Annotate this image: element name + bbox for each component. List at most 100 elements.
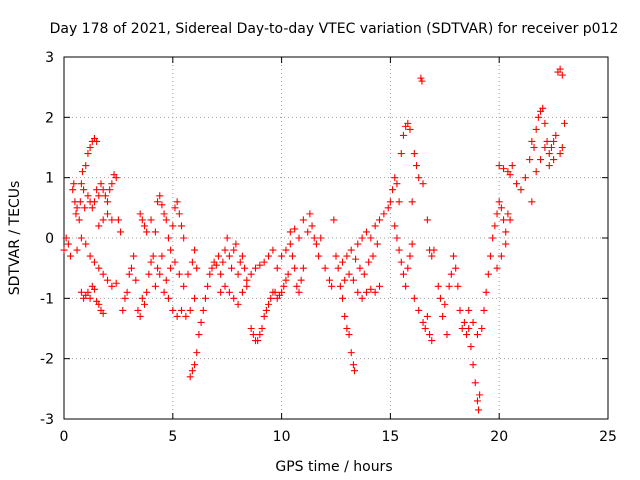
data-point xyxy=(528,137,536,145)
axis-ticks: 0 5 10 15 20 25 -3 -2 -1 0 1 2 3 xyxy=(40,50,617,445)
data-point xyxy=(397,150,405,158)
data-point xyxy=(480,306,488,314)
data-point xyxy=(158,201,166,209)
data-point xyxy=(99,270,107,278)
data-point xyxy=(188,367,196,375)
data-point xyxy=(371,222,379,230)
data-point xyxy=(497,252,505,260)
data-point xyxy=(86,144,94,151)
data-point xyxy=(419,180,427,188)
data-point xyxy=(384,204,392,212)
data-point xyxy=(367,285,375,293)
data-point xyxy=(482,288,490,296)
data-point xyxy=(365,258,373,266)
data-point xyxy=(439,312,447,320)
data-point xyxy=(282,276,290,284)
data-point xyxy=(175,210,183,218)
data-point xyxy=(373,240,381,248)
data-point xyxy=(158,252,166,260)
data-point xyxy=(132,276,140,284)
data-point xyxy=(334,264,342,272)
data-point xyxy=(456,306,464,314)
data-point xyxy=(108,180,116,188)
data-point xyxy=(84,150,92,158)
data-point xyxy=(141,300,149,308)
data-point xyxy=(339,294,347,302)
data-point xyxy=(460,318,468,326)
data-point xyxy=(101,192,109,200)
data-point xyxy=(243,276,251,284)
data-point xyxy=(343,252,351,260)
data-point xyxy=(223,234,231,242)
data-point xyxy=(358,294,366,302)
data-point xyxy=(84,288,92,296)
data-point xyxy=(339,258,347,266)
data-point xyxy=(178,222,186,230)
data-point xyxy=(354,288,362,296)
data-point xyxy=(506,216,514,224)
data-point xyxy=(197,318,205,326)
data-point xyxy=(186,306,194,314)
data-point xyxy=(249,331,257,339)
data-point xyxy=(495,198,503,206)
data-point xyxy=(60,246,68,254)
data-point xyxy=(534,113,542,121)
x-tick-label: 25 xyxy=(599,429,617,445)
data-point xyxy=(121,294,129,302)
data-point xyxy=(404,119,412,127)
data-point xyxy=(469,361,477,369)
data-point xyxy=(169,222,177,230)
data-point xyxy=(219,258,227,266)
data-point xyxy=(180,282,188,290)
data-point xyxy=(265,252,273,260)
data-point xyxy=(310,234,318,242)
data-point xyxy=(356,264,364,272)
data-point xyxy=(108,216,116,224)
data-point xyxy=(291,225,299,233)
data-point xyxy=(193,264,201,272)
data-point xyxy=(86,252,94,260)
data-point xyxy=(217,270,225,278)
data-point xyxy=(238,288,246,296)
data-point xyxy=(76,198,84,206)
data-point xyxy=(350,367,358,375)
data-point xyxy=(402,282,410,290)
data-point xyxy=(343,325,351,332)
data-point xyxy=(436,294,444,302)
data-point xyxy=(478,325,486,332)
data-point xyxy=(336,282,344,290)
data-point xyxy=(393,234,401,242)
data-point xyxy=(543,137,551,145)
data-point xyxy=(376,216,384,224)
data-point xyxy=(256,261,264,269)
y-tick-label: -1 xyxy=(40,291,54,307)
data-point xyxy=(130,252,138,260)
data-point xyxy=(541,119,549,127)
data-point xyxy=(69,186,77,194)
data-point xyxy=(530,144,538,151)
data-point xyxy=(112,174,120,182)
data-point xyxy=(550,137,558,145)
data-point xyxy=(265,300,273,308)
data-point xyxy=(112,279,120,287)
data-point xyxy=(230,246,238,254)
data-point xyxy=(434,282,442,290)
data-point xyxy=(228,264,236,272)
data-point xyxy=(458,325,466,332)
data-point xyxy=(495,162,503,170)
data-point xyxy=(72,210,80,218)
data-point xyxy=(95,264,103,272)
data-point xyxy=(489,234,497,242)
data-point xyxy=(539,104,547,112)
data-point xyxy=(214,252,222,260)
data-point xyxy=(134,306,142,314)
data-point xyxy=(297,276,305,284)
data-point xyxy=(184,270,192,278)
data-point xyxy=(234,270,242,278)
data-point xyxy=(537,156,545,164)
data-point xyxy=(280,282,288,290)
data-point xyxy=(380,210,388,218)
data-point xyxy=(88,204,96,212)
data-point xyxy=(508,162,516,170)
chart-title: Day 178 of 2021, Sidereal Day-to-day VTE… xyxy=(50,21,619,37)
